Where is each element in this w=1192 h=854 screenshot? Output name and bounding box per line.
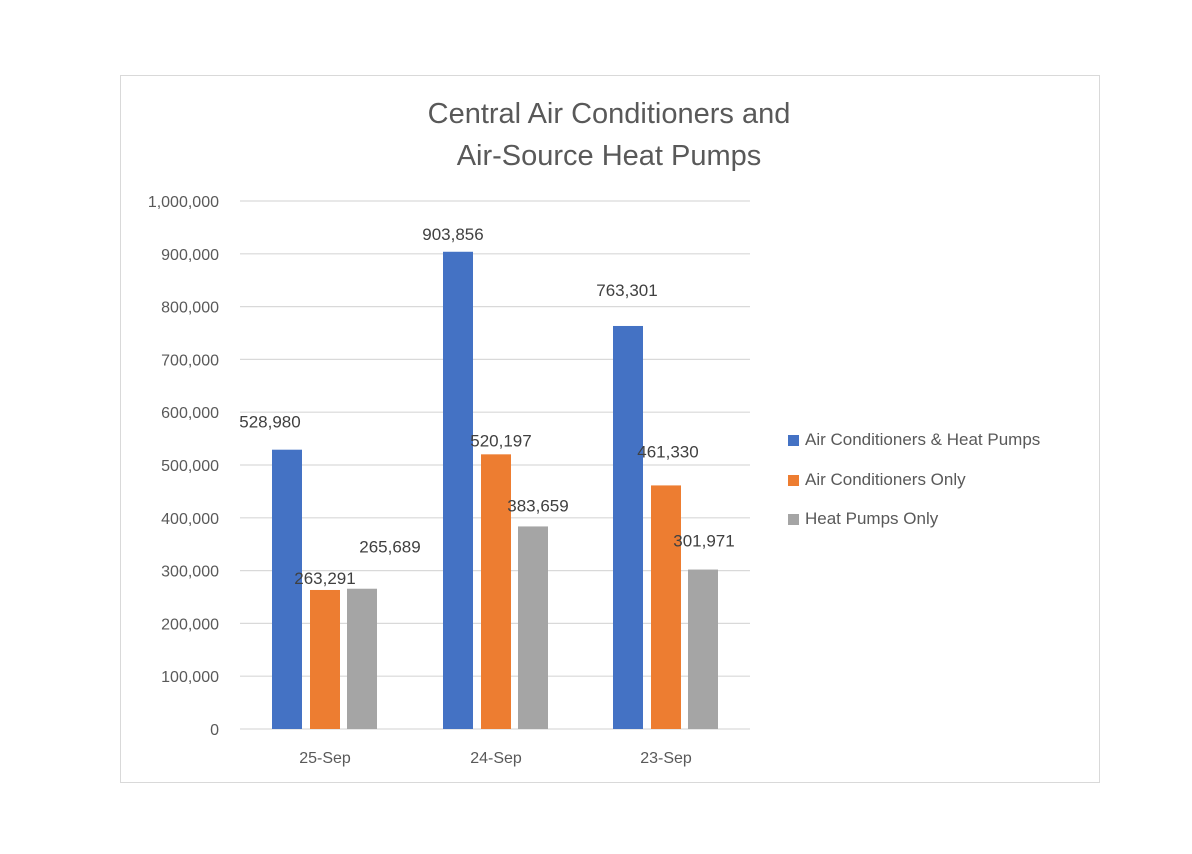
y-tick-label: 100,000 (161, 669, 219, 686)
x-tick-label: 23-Sep (640, 750, 692, 767)
bar (688, 569, 718, 729)
chart-frame (120, 75, 1100, 783)
bar (347, 588, 377, 729)
data-label: 528,980 (239, 413, 300, 432)
y-tick-label: 0 (210, 722, 219, 739)
y-tick-label: 700,000 (161, 352, 219, 369)
bar (651, 485, 681, 729)
bar (481, 454, 511, 729)
legend-swatch (788, 513, 799, 525)
bar (443, 251, 473, 729)
chart-title: Central Air Conditioners and Air-Source … (300, 93, 918, 177)
y-tick-label: 800,000 (161, 300, 219, 317)
bar (310, 589, 340, 729)
y-tick-label: 900,000 (161, 247, 219, 264)
legend-label: Air Conditioners Only (805, 470, 966, 489)
x-tick-label: 24-Sep (470, 750, 522, 767)
data-label: 263,291 (294, 569, 355, 588)
data-label: 903,856 (422, 225, 483, 244)
bar (613, 325, 643, 729)
legend-label: Air Conditioners & Heat Pumps (805, 430, 1041, 449)
legend-item-ac-hp: Air Conditioners & Heat Pumps (788, 430, 1040, 450)
y-tick-label: 600,000 (161, 405, 219, 422)
bar (518, 526, 548, 729)
data-label: 520,197 (470, 431, 531, 450)
x-tick-label: 25-Sep (299, 750, 351, 767)
y-tick-label: 200,000 (161, 616, 219, 633)
legend-swatch (788, 434, 799, 446)
data-label: 265,689 (359, 538, 420, 557)
data-label: 763,301 (596, 281, 657, 300)
chart-title-line-1: Central Air Conditioners and (427, 98, 791, 130)
y-tick-label: 1,000,000 (148, 194, 219, 211)
y-tick-label: 400,000 (161, 511, 219, 528)
legend-label: Heat Pumps Only (805, 509, 939, 528)
bar (272, 449, 302, 729)
data-label: 301,971 (673, 532, 734, 551)
data-label: 461,330 (637, 442, 698, 461)
legend-item-ac-only: Air Conditioners Only (788, 470, 966, 490)
legend-item-hp-only: Heat Pumps Only (788, 509, 938, 529)
chart-title-line-2: Air-Source Heat Pumps (456, 140, 762, 172)
legend-swatch (788, 474, 799, 486)
y-tick-label: 500,000 (161, 458, 219, 475)
y-tick-label: 300,000 (161, 564, 219, 581)
data-label: 383,659 (507, 496, 568, 515)
